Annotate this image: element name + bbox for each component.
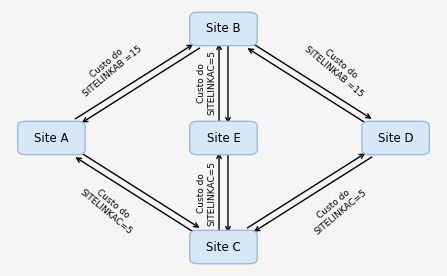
Text: Custo do
SITELINKAC=5: Custo do SITELINKAC=5: [197, 50, 216, 115]
Text: Site B: Site B: [206, 22, 241, 36]
Text: Custo do
SITELINKAC=5: Custo do SITELINKAC=5: [197, 161, 216, 226]
FancyBboxPatch shape: [362, 121, 429, 155]
Text: Site E: Site E: [207, 131, 240, 145]
Text: Custo do
SITELINKAC=5: Custo do SITELINKAC=5: [306, 180, 369, 237]
Text: Site D: Site D: [378, 131, 413, 145]
FancyBboxPatch shape: [18, 121, 85, 155]
FancyBboxPatch shape: [190, 121, 257, 155]
Text: Site A: Site A: [34, 131, 69, 145]
FancyBboxPatch shape: [190, 12, 257, 46]
Text: Custo do
SITELINKAC=5: Custo do SITELINKAC=5: [78, 180, 141, 237]
FancyBboxPatch shape: [190, 230, 257, 264]
Text: Custo do
SITELINKAB =15: Custo do SITELINKAB =15: [303, 36, 372, 99]
Text: Site C: Site C: [206, 240, 241, 254]
Text: Custo do
SITELINKAB =15: Custo do SITELINKAB =15: [75, 36, 144, 99]
